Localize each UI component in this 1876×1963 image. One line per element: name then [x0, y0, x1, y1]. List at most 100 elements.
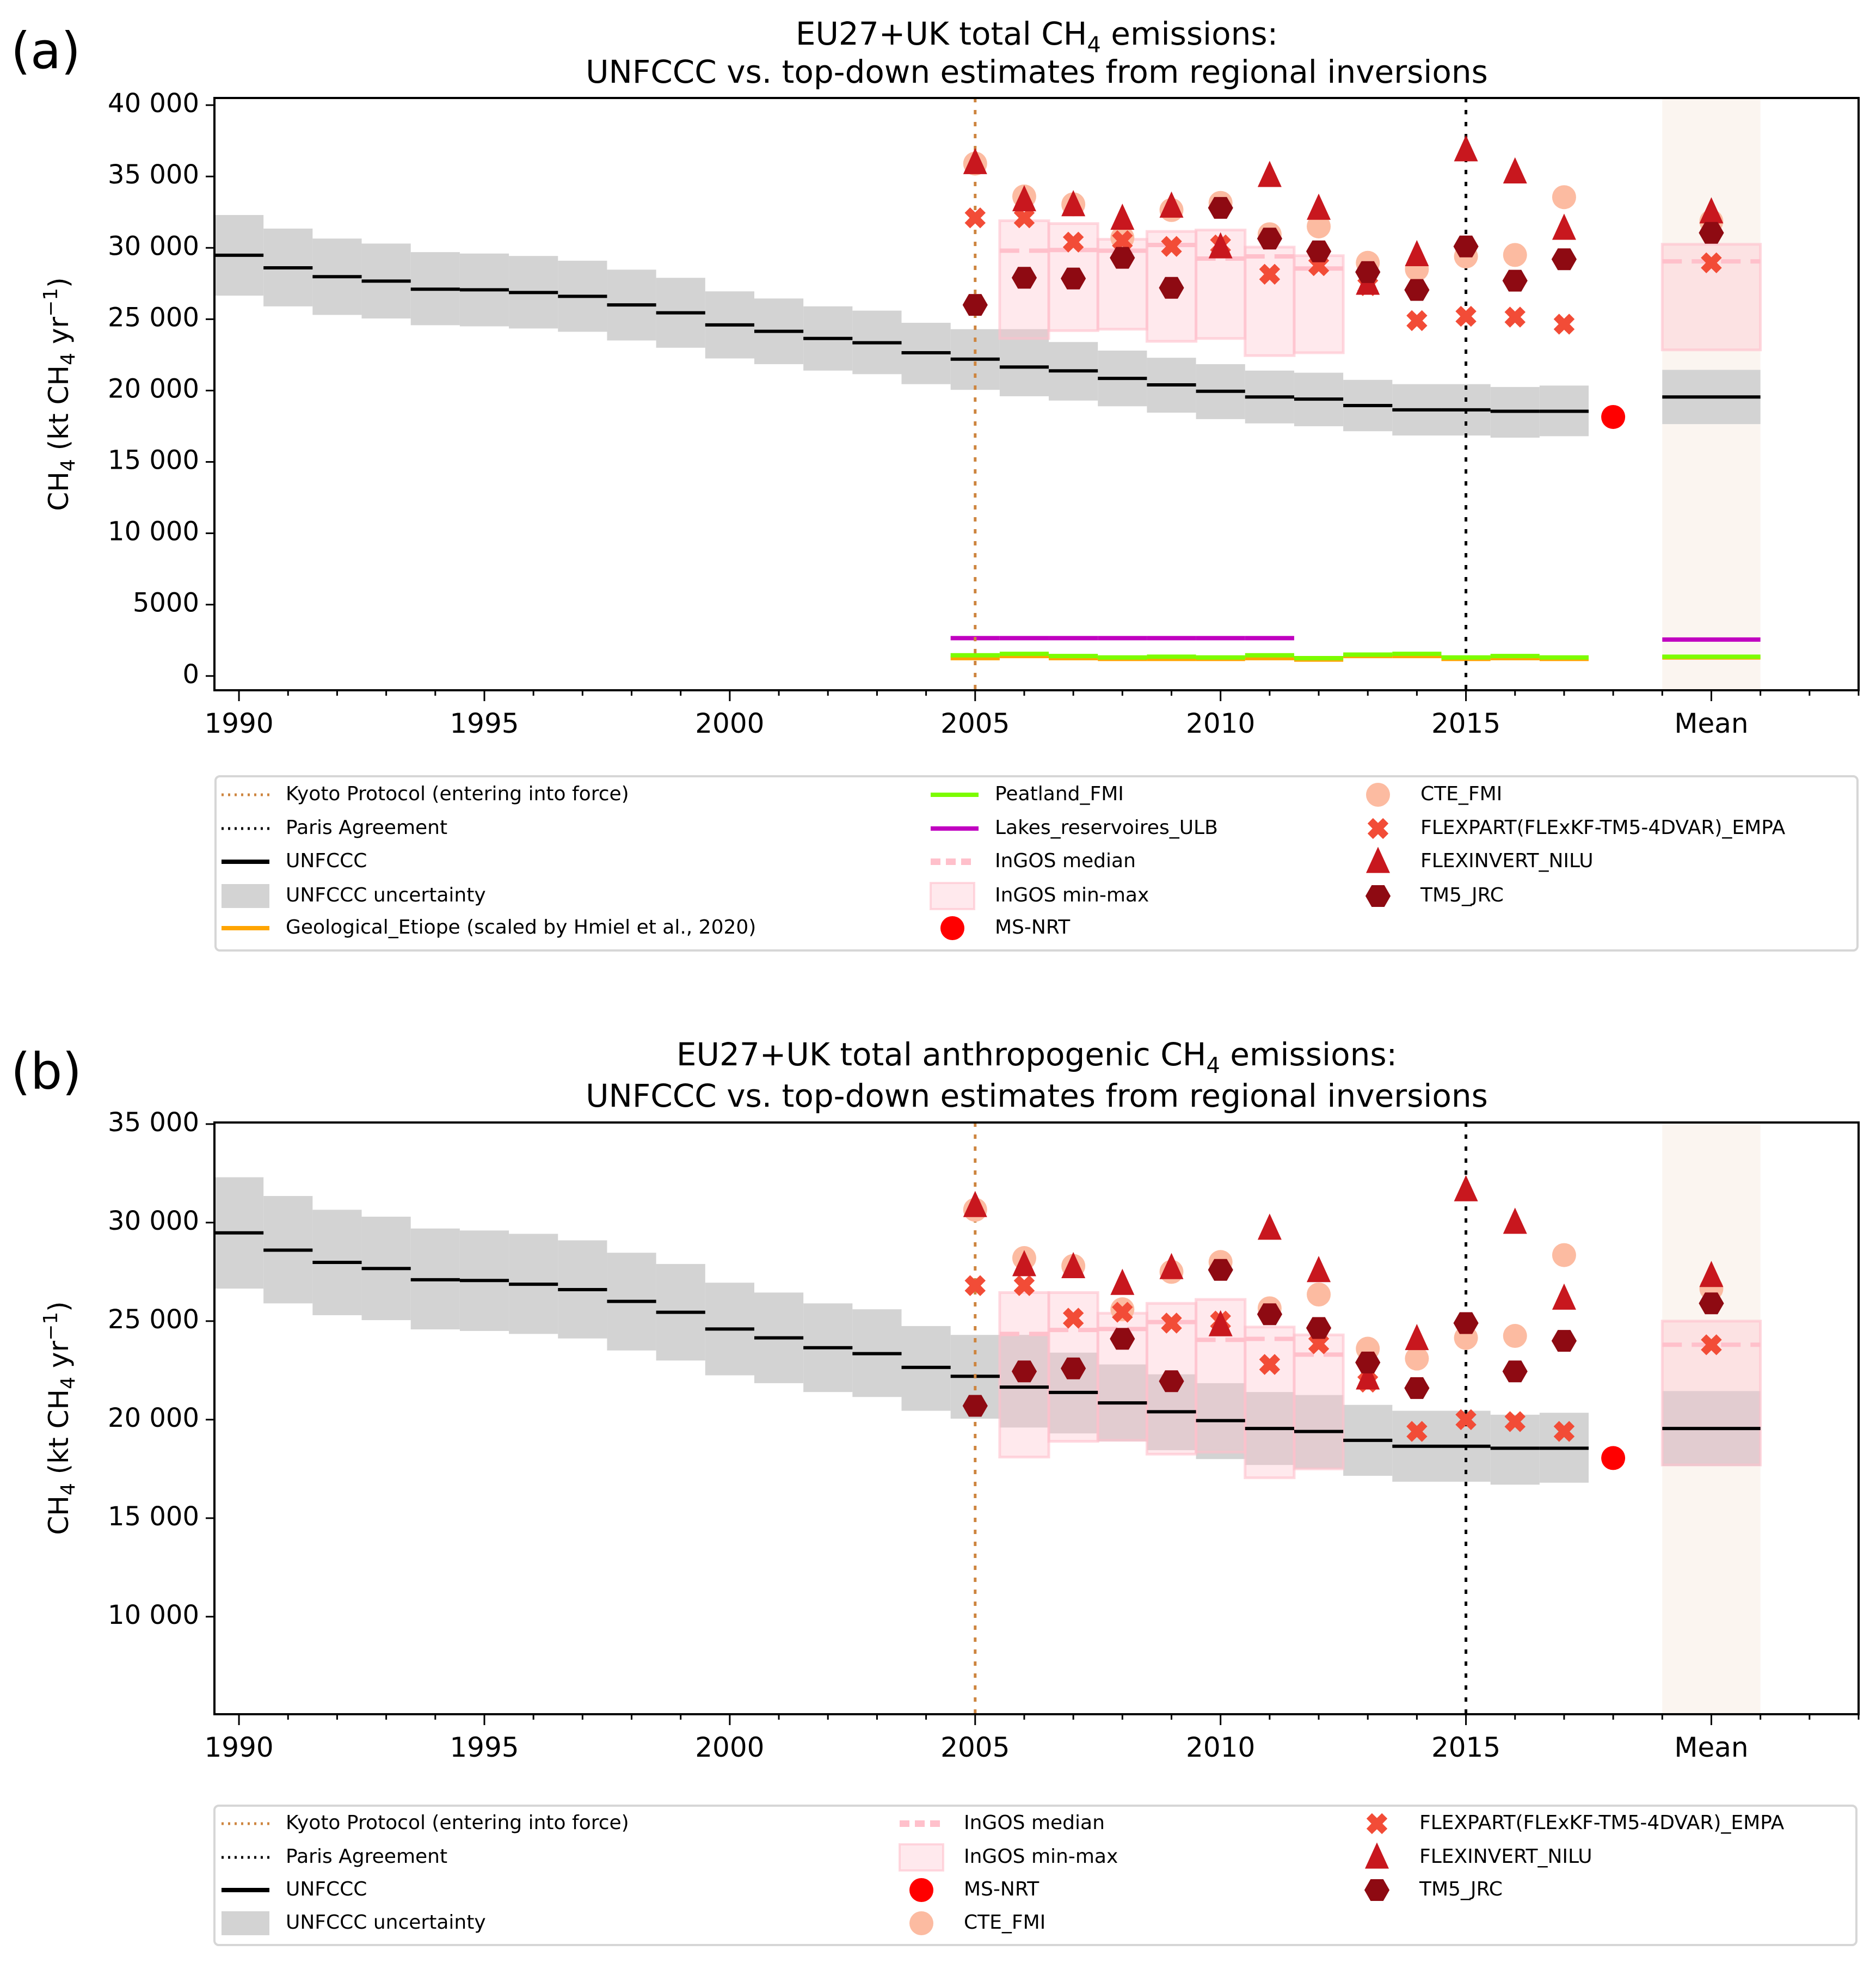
flexinvert_nilu-marker-2017: [1552, 213, 1576, 240]
legend-item-ingos-median: InGOS median: [900, 1812, 1105, 1834]
tm5_jrc-marker-2010: [1208, 1259, 1233, 1281]
legend-handle: [222, 884, 269, 908]
legend-label: FLEXINVERT_NILU: [1420, 850, 1594, 872]
legend-label: TM5_JRC: [1419, 1878, 1503, 1900]
y-tick-label: 30 000: [108, 231, 199, 261]
legend-item-kyoto-protocol-entering-into-force: Kyoto Protocol (entering into force): [222, 783, 629, 805]
y-tick-label: 0: [182, 659, 199, 690]
flexinvert_nilu-marker-2016: [1503, 157, 1527, 183]
axes-frame: [213, 97, 1860, 691]
x-tick-label: 1995: [450, 708, 519, 739]
flexpart_empa-marker-2016: [1504, 306, 1526, 328]
flexinvert_nilu-marker-2007: [1061, 1252, 1086, 1278]
ingos-minmax-2012: [1293, 254, 1345, 354]
legend-marker: [1365, 885, 1391, 907]
tm5_jrc-marker-2007: [1061, 1357, 1086, 1379]
legend-label: UNFCCC: [286, 1878, 367, 1900]
tm5_jrc-marker-2012: [1306, 240, 1332, 262]
legend-item-unfccc-uncertainty: UNFCCC uncertainty: [222, 884, 486, 908]
legend-label: InGOS min-max: [995, 884, 1149, 906]
legend-item-paris-agreement: Paris Agreement: [222, 1845, 447, 1868]
flexpart_empa-marker-2017: [1553, 314, 1575, 335]
tm5_jrc-marker-2012: [1306, 1317, 1332, 1339]
panel-b: (b) EU27+UK total anthropogenic CH4 emis…: [11, 1036, 1860, 1946]
tm5_jrc-marker-2017: [1551, 1330, 1577, 1352]
flexpart_empa-marker-2016: [1504, 1411, 1526, 1432]
flexinvert_nilu-marker-2016: [1503, 1207, 1527, 1234]
panel-a: (a) EU27+UK total CH4 emissions: UNFCCC …: [11, 15, 1860, 952]
tm5_jrc-marker-2017: [1551, 248, 1577, 271]
flexpart_empa-marker-2007: [1062, 1308, 1084, 1329]
x-tick-label: 2005: [940, 1732, 1010, 1763]
flexpart_empa-marker-2007: [1062, 231, 1084, 253]
legend-label: UNFCCC uncertainty: [286, 884, 486, 906]
y-axis-label-b: CH4 (kt CH4 yr−1): [40, 1301, 79, 1535]
y-tick-label: 15 000: [108, 445, 199, 476]
legend-item-unfccc: UNFCCC: [222, 1878, 367, 1900]
chart-title-a-line2: UNFCCC vs. top-down estimates from regio…: [586, 53, 1488, 90]
legend-item-flexinvert-nilu: FLEXINVERT_NILU: [1365, 1842, 1592, 1869]
legend-label: CTE_FMI: [964, 1911, 1045, 1934]
legend-item-peatland-fmi: Peatland_FMI: [931, 783, 1124, 805]
x-tick-label: Mean: [1674, 708, 1748, 739]
flexpart_empa-marker-mean: [1701, 252, 1722, 273]
flexinvert_nilu-marker-2011: [1257, 161, 1282, 187]
x-tick-label: 2000: [695, 1732, 764, 1763]
y-tick-label: 25 000: [108, 1304, 199, 1335]
legend-box-b: [213, 1805, 1857, 1946]
tm5_jrc-marker-2015: [1453, 235, 1479, 257]
flexpart_empa-marker-2011: [1259, 263, 1281, 285]
legend-item-flexpart-flexkf-tm5-4dvar-empa: FLEXPART(FLExKF-TM5-4DVAR)_EMPA: [1367, 817, 1786, 839]
tm5_jrc-marker-2011: [1257, 228, 1282, 250]
flexinvert_nilu-marker-2009: [1159, 1253, 1184, 1279]
legend-label: UNFCCC uncertainty: [286, 1911, 486, 1934]
y-tick-label: 10 000: [108, 1600, 199, 1630]
legend-handle: [899, 1843, 944, 1872]
flexpart_empa-marker-2005: [964, 1275, 986, 1296]
flexinvert_nilu-marker-2006: [1012, 185, 1036, 212]
y-tick-label: 5000: [133, 588, 199, 618]
legend-item-flexpart-flexkf-tm5-4dvar-empa: FLEXPART(FLExKF-TM5-4DVAR)_EMPA: [1366, 1812, 1785, 1835]
legend-marker: [1365, 1842, 1389, 1869]
axes-frame: [213, 1121, 1860, 1715]
legend-label: Lakes_reservoires_ULB: [995, 817, 1218, 839]
legend-item-ms-nrt: MS-NRT: [909, 1878, 1040, 1902]
ingos-minmax-2012: [1293, 1333, 1345, 1470]
ms-nrt-marker: [1601, 404, 1626, 429]
legend-item-paris-agreement: Paris Agreement: [222, 817, 447, 839]
legend-label: FLEXPART(FLExKF-TM5-4DVAR)_EMPA: [1419, 1812, 1785, 1834]
x-tick-label: 2010: [1186, 708, 1255, 739]
tm5_jrc-marker-2016: [1502, 269, 1528, 292]
flexinvert_nilu-marker-2007: [1061, 190, 1086, 217]
unfccc-uncertainty-2006: [999, 329, 1049, 396]
flexinvert_nilu-marker-2014: [1405, 240, 1429, 267]
x-tick-label: 2015: [1431, 1732, 1500, 1763]
flexinvert_nilu-marker-2010: [1208, 232, 1233, 259]
plot-content: [214, 1122, 1762, 1714]
cte_fmi-marker-2017: [1552, 1243, 1576, 1267]
legend-item-cte-fmi: CTE_FMI: [1366, 783, 1502, 807]
plot-area-b: 10 000 15 000 20 000 25 000 30 000 35 000 1990…: [108, 1107, 1860, 1763]
y-axis-label-a: CH4 (kt CH4 yr−1): [40, 277, 79, 511]
legend-label: InGOS min-max: [964, 1845, 1118, 1868]
legend-item-ingos-min-max: InGOS min-max: [899, 1843, 1118, 1872]
chart-title-b-line2: UNFCCC vs. top-down estimates from regio…: [586, 1077, 1488, 1114]
legend-handle: [222, 1911, 269, 1935]
legend-marker: [1364, 1879, 1390, 1901]
legend-marker: [1366, 846, 1390, 873]
flexpart_empa-marker-mean: [1701, 1334, 1722, 1355]
chart-title-a-line1: EU27+UK total CH4 emissions:: [796, 15, 1278, 58]
y-tick-label: 35 000: [108, 1107, 199, 1138]
legend-item-ingos-median: InGOS median: [931, 850, 1136, 872]
legend-item-tm5-jrc: TM5_JRC: [1365, 884, 1504, 907]
tm5_jrc-marker-2006: [1011, 1360, 1037, 1383]
flexinvert_nilu-marker-mean: [1699, 197, 1724, 224]
tm5_jrc-marker-2005: [962, 1395, 988, 1417]
y-tick-label: 20 000: [108, 373, 199, 404]
legend-label: Kyoto Protocol (entering into force): [286, 783, 629, 805]
legend-item-cte-fmi: CTE_FMI: [909, 1911, 1045, 1935]
tm5_jrc-marker-mean: [1699, 222, 1724, 244]
flexpart_empa-marker-2008: [1112, 230, 1133, 251]
legend-marker: [909, 1911, 933, 1935]
